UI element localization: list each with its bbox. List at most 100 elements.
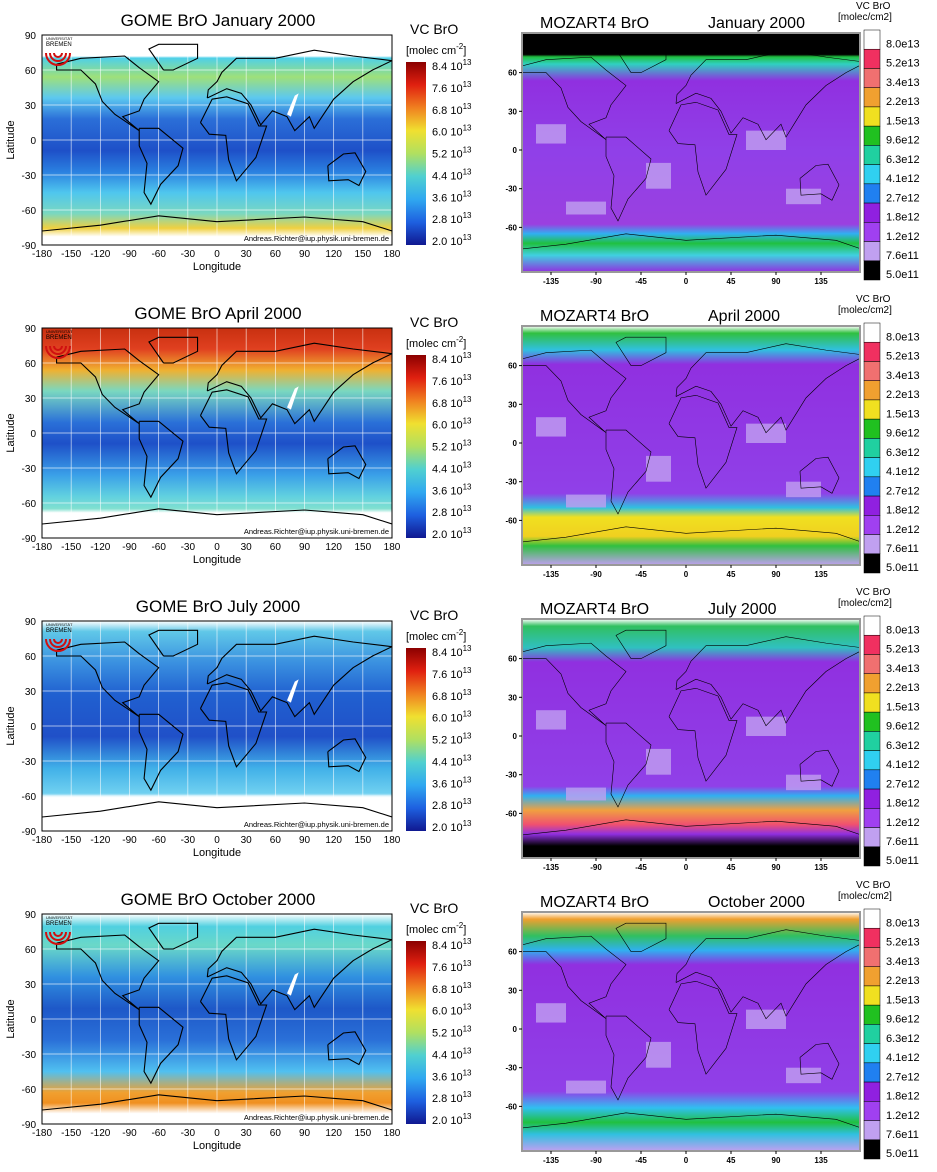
colorbar-box xyxy=(863,29,881,50)
x-tick-label: 150 xyxy=(354,835,371,846)
y-axis-label: Latitude xyxy=(5,999,17,1038)
colorbar-box xyxy=(863,846,881,867)
coastline xyxy=(327,738,367,773)
colorbar-unit: [molec/cm2] xyxy=(838,12,892,23)
y-tick-label: 30 xyxy=(25,687,37,698)
colorbar-unit: [molec/cm2] xyxy=(838,305,892,316)
colorbar-box xyxy=(863,202,881,223)
colorbar-label: 8.4 1013 xyxy=(432,937,472,952)
coastlines xyxy=(42,43,392,232)
colorbar-box xyxy=(863,692,881,713)
colorbar-box xyxy=(863,438,881,458)
y-tick-label: 30 xyxy=(508,400,517,409)
coastline xyxy=(138,420,184,499)
colorbar-label: 6.8 1013 xyxy=(432,981,472,996)
x-tick-label: -135 xyxy=(543,863,560,872)
logo-text: UNIVERSITÄT xyxy=(46,915,73,920)
x-tick-label: 30 xyxy=(241,1128,253,1139)
coastline xyxy=(675,50,860,141)
label-mantissa: 6.8 10 xyxy=(432,984,463,996)
label-exponent: 13 xyxy=(463,1112,472,1121)
colorbar-title: VC BrO xyxy=(856,1,891,12)
coastline xyxy=(138,127,184,206)
x-tick-label: -180 xyxy=(32,249,52,260)
coastline xyxy=(148,629,199,657)
x-tick-label: -120 xyxy=(90,542,110,553)
logo-text: BREMEN xyxy=(46,42,72,48)
label-mantissa: 6.8 10 xyxy=(432,105,463,117)
colorbar-box xyxy=(863,495,881,516)
label-mantissa: 5.2 10 xyxy=(432,735,463,747)
colorbar-label: 7.6 1013 xyxy=(432,666,472,681)
map-frame xyxy=(41,620,393,832)
x-tick-label: 90 xyxy=(299,542,311,553)
colorbar-box xyxy=(863,418,881,439)
colorbar-label: 3.6 1013 xyxy=(432,1068,472,1083)
label-exponent: 13 xyxy=(463,644,472,653)
x-tick-label: -120 xyxy=(90,835,110,846)
credit: Andreas.Richter@iup.physik.uni-bremen.de xyxy=(244,820,389,829)
colorbar-label: 5.0e11 xyxy=(886,269,919,281)
label-exponent: 13 xyxy=(463,1025,472,1034)
colorbar-label: 1.5e13 xyxy=(886,408,920,420)
colorbar-unit: [molec/cm2] xyxy=(838,891,892,902)
colorbar-box xyxy=(863,985,881,1006)
y-tick-label: -30 xyxy=(505,1064,517,1073)
colorbar-box xyxy=(863,361,881,381)
logo-text: UNIVERSITÄT xyxy=(46,622,73,627)
colorbar-unit: [molec/cm2] xyxy=(838,598,892,609)
map-frame xyxy=(521,325,861,566)
y-axis-label: Latitude xyxy=(5,706,17,745)
coastline xyxy=(42,215,392,232)
colorbar-box xyxy=(863,534,881,555)
label-exponent: 13 xyxy=(463,439,472,448)
coastline xyxy=(522,56,627,140)
colorbar-label: 9.6e12 xyxy=(886,721,920,733)
colorbar-box xyxy=(863,48,881,69)
credit: Andreas.Richter@iup.physik.uni-bremen.de xyxy=(244,234,389,243)
coastlines xyxy=(522,629,860,836)
colorbar-label: 8.0e13 xyxy=(886,38,920,50)
label-exponent: 13 xyxy=(463,460,472,469)
y-tick-label: 30 xyxy=(508,693,517,702)
x-tick-label: -150 xyxy=(61,249,81,260)
colorbar-label: 7.6 1013 xyxy=(432,959,472,974)
colorbar-label: 3.4e13 xyxy=(886,77,920,89)
label-mantissa: 7.6 10 xyxy=(432,83,463,95)
x-tick-label: 0 xyxy=(684,1156,689,1165)
label-exponent: 13 xyxy=(463,189,472,198)
colorbar-box xyxy=(863,68,881,88)
logo-arc xyxy=(45,638,71,652)
y-tick-label: -90 xyxy=(22,534,37,545)
colorbar-box xyxy=(863,553,881,574)
x-tick-label: -60 xyxy=(151,542,166,553)
x-tick-label: 30 xyxy=(241,542,253,553)
map-frame xyxy=(41,913,393,1125)
credit: Andreas.Richter@iup.physik.uni-bremen.de xyxy=(244,527,389,536)
x-tick-label: -45 xyxy=(635,570,647,579)
map-patch xyxy=(746,716,786,736)
colorbar-label: 5.2e13 xyxy=(886,351,920,363)
y-tick-label: -60 xyxy=(22,206,37,217)
x-tick-label: -150 xyxy=(61,1128,81,1139)
colorbar-label: 2.8 1013 xyxy=(432,797,472,812)
colorbar-label: 6.3e12 xyxy=(886,740,920,752)
coastline xyxy=(206,928,392,1011)
map-patch xyxy=(566,201,606,215)
colorbar-label: 3.6 1013 xyxy=(432,482,472,497)
x-tick-label: -180 xyxy=(32,542,52,553)
x-axis-label: Longitude xyxy=(193,1140,241,1152)
label-exponent: 13 xyxy=(463,710,472,719)
month-title: July 2000 xyxy=(708,601,777,618)
coastline xyxy=(199,389,268,475)
logo-text: BREMEN xyxy=(46,335,72,341)
colorbar-label: 6.3e12 xyxy=(886,447,920,459)
coastline xyxy=(206,635,392,718)
x-tick-label: -60 xyxy=(151,249,166,260)
month-title: October 2000 xyxy=(708,894,805,911)
coastline xyxy=(56,934,160,1011)
y-tick-label: 0 xyxy=(30,136,36,147)
data-gap xyxy=(287,386,299,410)
colorbar-label: 2.2e13 xyxy=(886,96,920,108)
label-mantissa: 6.0 10 xyxy=(432,1006,463,1018)
